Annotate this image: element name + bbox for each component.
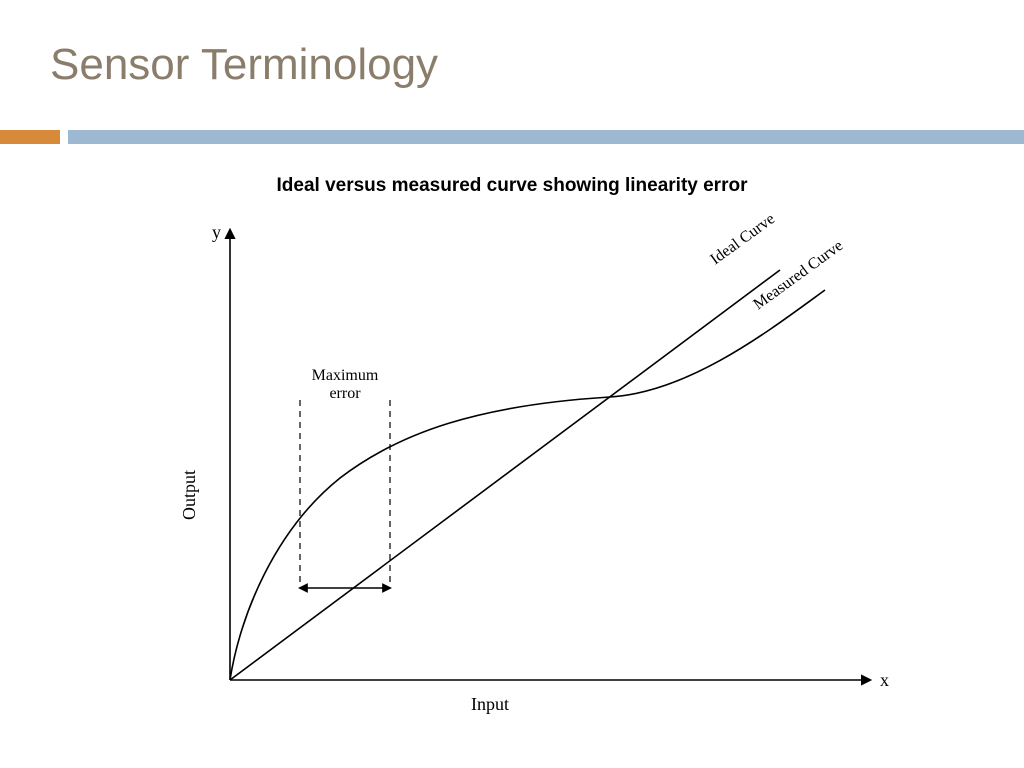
header-bar [0, 130, 1024, 144]
svg-text:Input: Input [471, 694, 509, 714]
header-bar-main [68, 130, 1024, 144]
page-title: Sensor Terminology [50, 40, 438, 90]
svg-text:Output: Output [179, 470, 199, 520]
svg-text:error: error [329, 385, 361, 402]
svg-text:Maximum: Maximum [312, 367, 379, 384]
subtitle: Ideal versus measured curve showing line… [0, 175, 1024, 197]
linearity-chart: x y Input Output Ideal CurveMeasured Curve Ma… [170, 210, 890, 730]
svg-text:Measured Curve: Measured Curve [750, 237, 846, 313]
accent-block [0, 130, 60, 144]
svg-text:y: y [212, 222, 221, 242]
svg-text:Ideal Curve: Ideal Curve [707, 210, 778, 268]
svg-text:x: x [880, 670, 889, 690]
